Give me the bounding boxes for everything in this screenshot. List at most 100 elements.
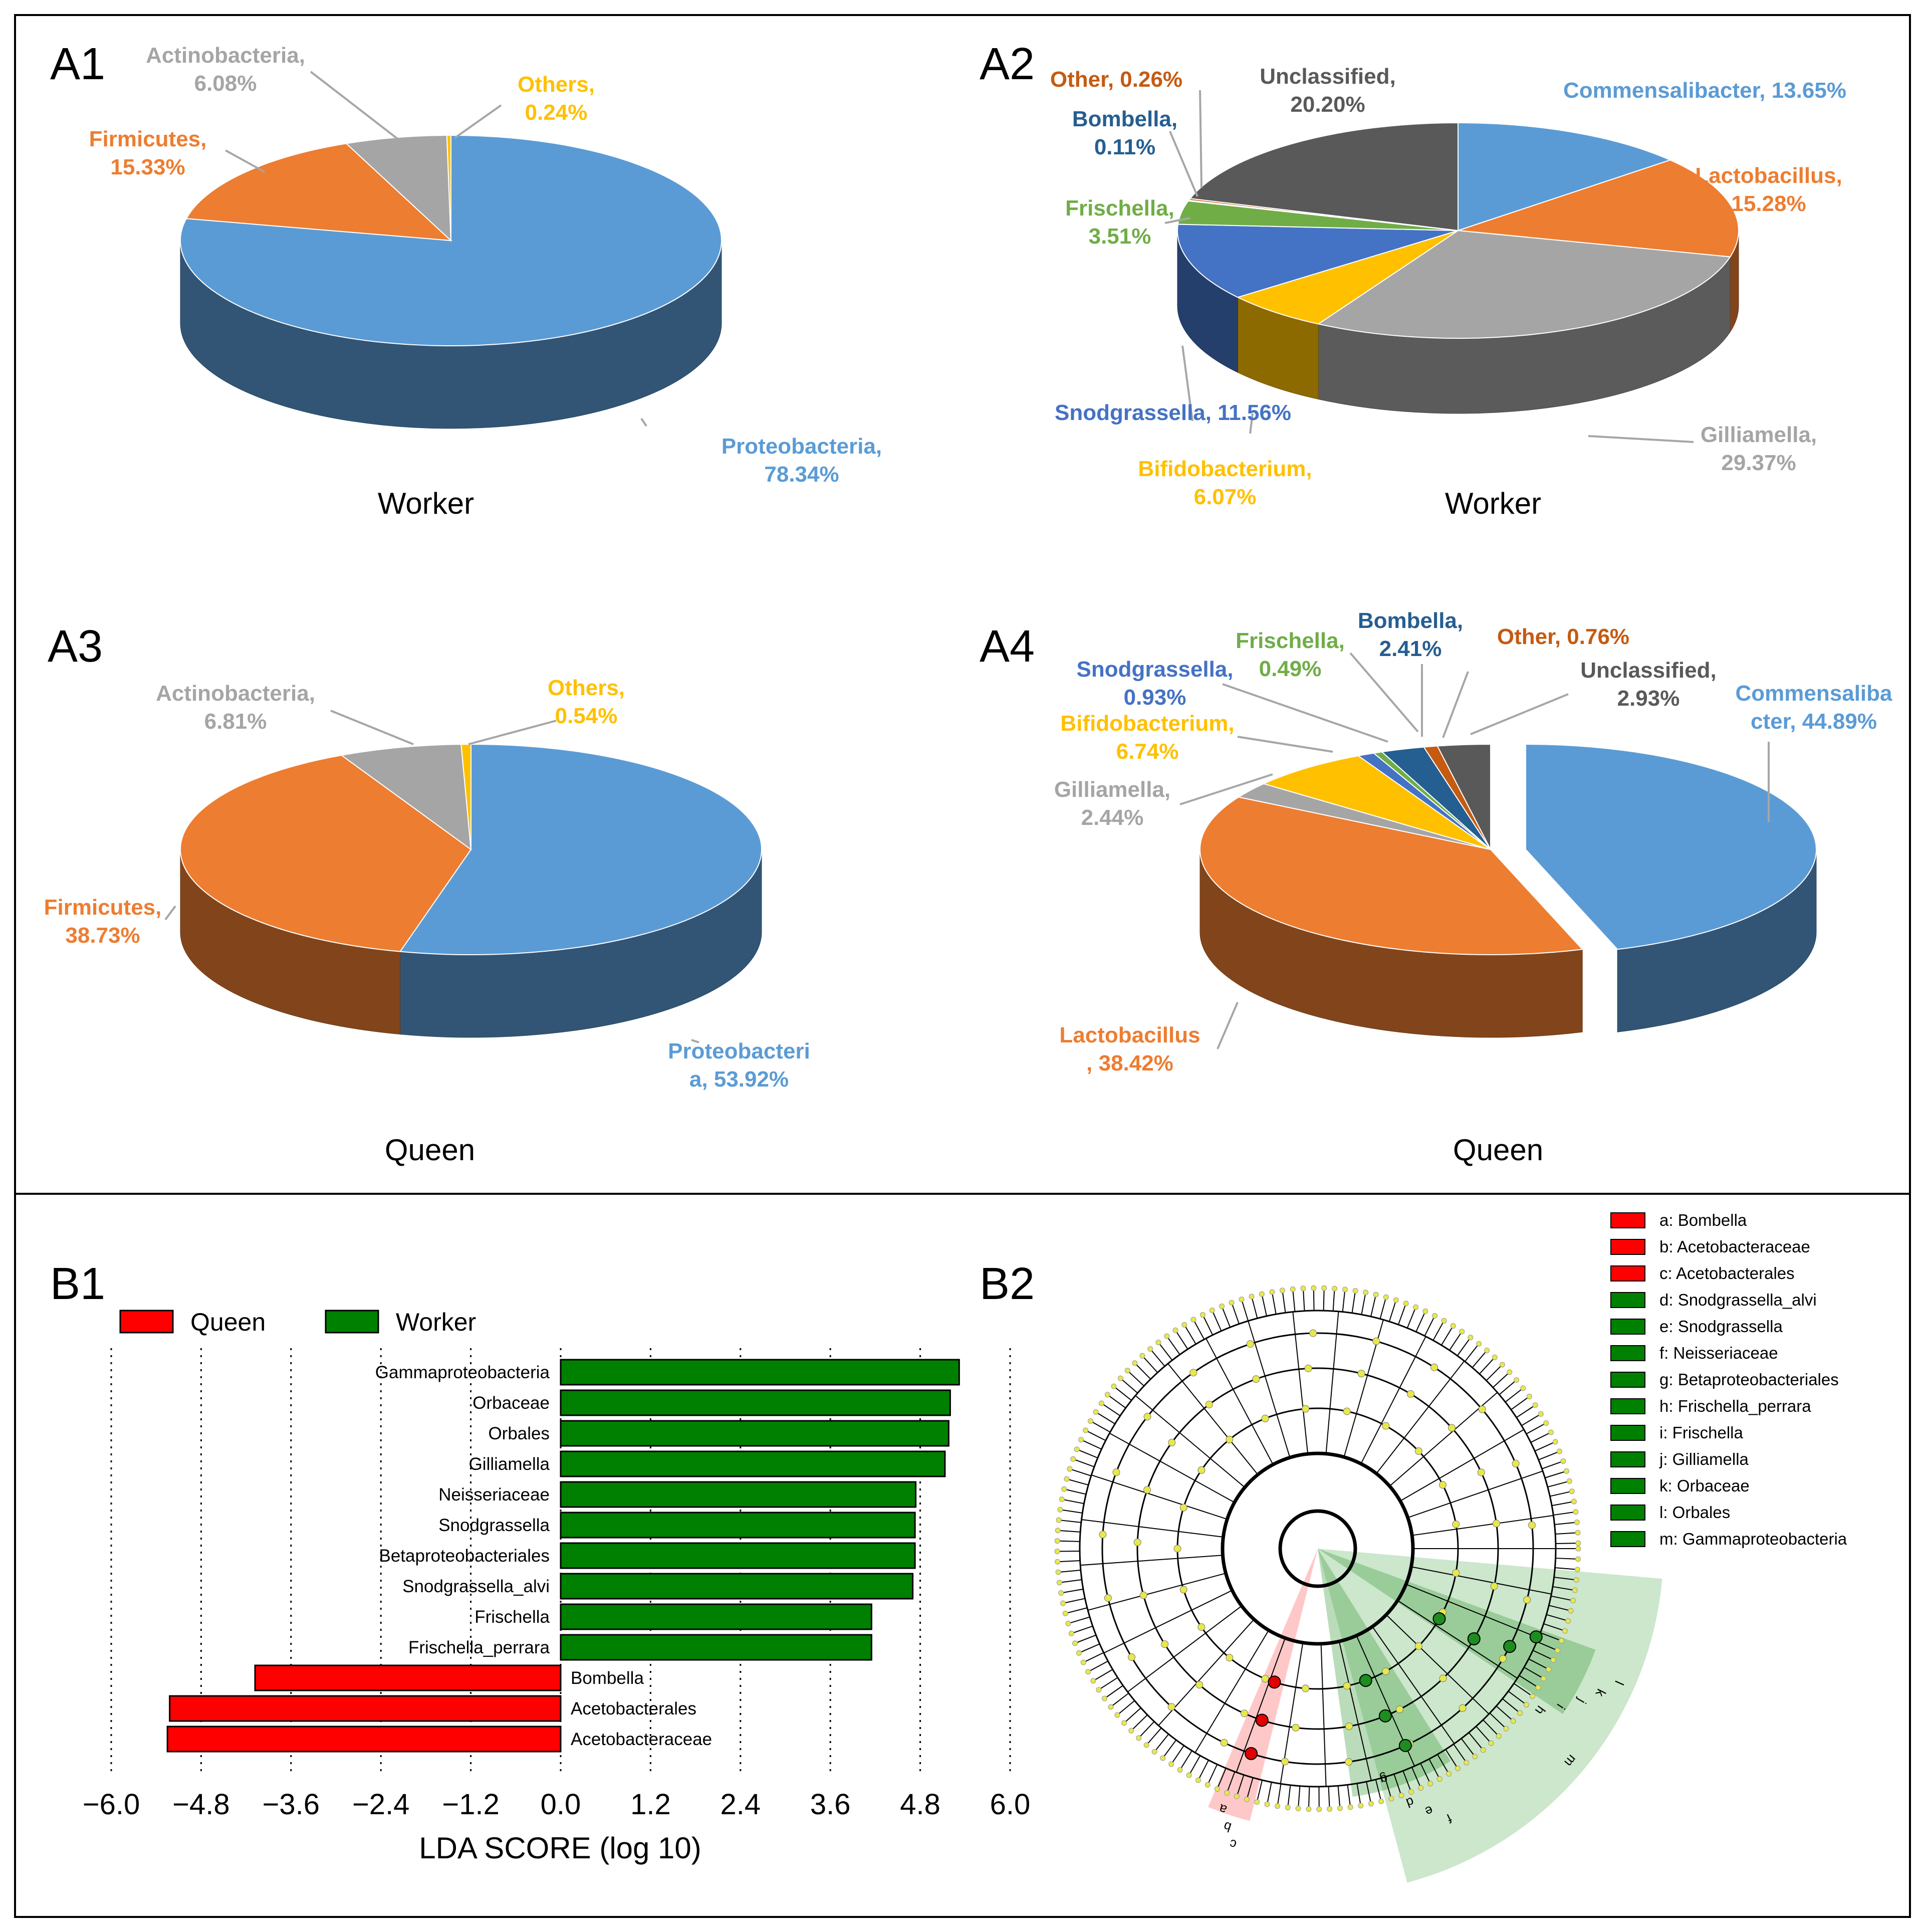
leaf-branch	[1552, 1501, 1574, 1507]
pie-slice-a4-lactobacillus	[1199, 796, 1584, 955]
data-label-a3-proteobacteria: Proteobacteri	[668, 1039, 810, 1063]
leaf-branch	[1183, 1324, 1196, 1345]
highlight-sector-c	[1208, 1549, 1318, 1821]
data-label-a2-commensalibacter: Commensalibacter, 13.65%	[1563, 78, 1846, 103]
clade-node	[1478, 1405, 1486, 1413]
bar-gilliamella	[560, 1450, 946, 1477]
clade-node	[1261, 1414, 1269, 1422]
leaf-branch	[1397, 1303, 1407, 1325]
leaf-node	[1569, 1488, 1575, 1494]
internal-branch	[1412, 1515, 1554, 1536]
pie-slice-a1-firmicutes	[185, 143, 452, 242]
leaf-node	[1383, 1294, 1389, 1300]
leaf-branch	[1388, 1300, 1397, 1322]
leaf-node	[1480, 1747, 1486, 1753]
leader-line-a4-gilliamella	[1179, 773, 1273, 805]
cladogram-legend: a: Bombella b: Acetobacteraceae c: Acetoba…	[1610, 1211, 1847, 1548]
leaf-branch	[1516, 1404, 1536, 1418]
leaf-node	[1224, 1790, 1230, 1796]
clade-node	[1343, 1407, 1351, 1415]
leaf-node	[1239, 1297, 1245, 1303]
bar-gammaproteobacteria	[560, 1359, 960, 1386]
clade-node	[1395, 1705, 1403, 1713]
leader-line-a2-snodgrassella	[1181, 345, 1193, 421]
leaf-node	[1552, 1439, 1558, 1445]
leaf-branch	[1107, 1394, 1126, 1409]
data-label-a2-bifidobacterium: Bifidobacterium,	[1138, 457, 1312, 481]
cladogram-legend-label: i: Frischella	[1659, 1423, 1744, 1442]
leaf-branch	[1246, 1777, 1254, 1800]
leaf-branch	[1131, 1714, 1148, 1731]
internal-branch	[1127, 1605, 1242, 1692]
leaf-branch	[1502, 1698, 1521, 1713]
leaf-branch	[1550, 1490, 1572, 1497]
clade-node	[1281, 1758, 1289, 1766]
leaf-branch	[1519, 1675, 1539, 1688]
leaf-branch	[1117, 1700, 1135, 1715]
data-label-a2-frischella: Frischella,	[1065, 196, 1174, 221]
data-label-a4-commensalibacter: Commensaliba	[1736, 681, 1893, 706]
leaf-node	[1195, 1777, 1201, 1783]
x-tick-label: −4.8	[172, 1788, 230, 1821]
leaf-branch	[1496, 1705, 1514, 1722]
leaf-branch	[1076, 1448, 1098, 1458]
leaf-branch	[1127, 1370, 1144, 1387]
x-tick-label: 3.6	[810, 1788, 851, 1821]
clade-node	[1302, 1684, 1310, 1692]
pie-slice-a3-proteobacteria	[399, 743, 762, 955]
clade-node	[1452, 1520, 1460, 1528]
bar-snodgrassella-alvi	[560, 1573, 914, 1600]
leaf-branch	[1069, 1468, 1092, 1476]
cladogram-legend-swatch	[1610, 1505, 1645, 1521]
leaf-node	[1332, 1285, 1338, 1292]
bar-frischella	[560, 1603, 872, 1630]
clade-node	[1372, 1337, 1380, 1345]
data-label-a2-bifidobacterium: 6.07%	[1194, 485, 1257, 509]
leaf-node	[1571, 1498, 1577, 1505]
leaf-node	[1060, 1600, 1066, 1606]
leaf-branch	[1175, 1330, 1188, 1350]
leaf-branch	[1057, 1560, 1080, 1563]
pie-slice-a3-firmicutes	[180, 754, 472, 952]
cladogram-legend-label: g: Betaproteobacteriales	[1659, 1370, 1839, 1389]
leaf-node	[1088, 1418, 1094, 1424]
sector-letter-b: b	[1222, 1819, 1233, 1835]
leaf-node	[1074, 1446, 1080, 1452]
leaf-node	[1061, 1486, 1067, 1492]
leaf-branch	[1093, 1669, 1113, 1681]
clade-node	[1304, 1364, 1312, 1372]
leaf-node	[1488, 1740, 1494, 1746]
leaf-branch	[1123, 1707, 1141, 1724]
clade-node	[1195, 1681, 1204, 1689]
leaf-branch	[1066, 1478, 1089, 1486]
leaf-node	[1517, 1710, 1523, 1716]
data-label-a2-snodgrassella: Snodgrassella, 11.56%	[1055, 400, 1291, 425]
lda-x-axis-label: LDA SCORE (log 10)	[419, 1831, 701, 1865]
leaf-branch	[1298, 1786, 1301, 1809]
leaf-node	[1446, 1771, 1452, 1777]
leaf-branch	[1445, 1749, 1459, 1769]
caption-a4: Queen	[1453, 1133, 1543, 1167]
leader-line-a4-lactobacillus	[1217, 1002, 1239, 1049]
leaf-branch	[1420, 1763, 1431, 1784]
leaf-node	[1538, 1411, 1544, 1417]
bar-label-snodgrassella: Snodgrassella	[438, 1516, 550, 1535]
leaf-branch	[1545, 1470, 1567, 1478]
data-label-a4-other: Other, 0.76%	[1497, 624, 1629, 649]
leaf-node	[1503, 1726, 1509, 1732]
leaf-node	[1575, 1540, 1581, 1546]
leaf-branch	[1065, 1607, 1088, 1614]
leaf-node	[1059, 1496, 1065, 1502]
leaf-branch	[1162, 1740, 1177, 1759]
clade-node	[1523, 1596, 1531, 1604]
clade-node	[1345, 1758, 1353, 1766]
leaf-node	[1316, 1806, 1322, 1812]
leaf-node	[1373, 1292, 1379, 1298]
leaf-node	[1269, 1289, 1275, 1295]
data-label-a3-others: Others,	[548, 676, 625, 700]
leaf-branch	[1402, 1771, 1412, 1792]
leaf-branch	[1351, 1291, 1356, 1314]
leaf-node	[1151, 1749, 1157, 1755]
